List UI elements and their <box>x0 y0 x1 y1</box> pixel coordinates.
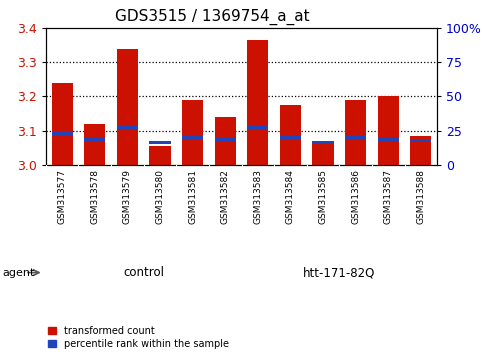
Bar <box>52 83 73 165</box>
Bar <box>313 142 334 165</box>
Bar <box>117 49 138 165</box>
Bar <box>84 124 105 165</box>
Text: GSM313581: GSM313581 <box>188 169 197 224</box>
Text: GSM313583: GSM313583 <box>253 169 262 224</box>
Text: GSM313587: GSM313587 <box>384 169 393 224</box>
Bar <box>410 136 431 165</box>
Bar <box>117 125 138 129</box>
Bar <box>345 135 366 139</box>
Bar <box>182 135 203 139</box>
Text: GDS3515 / 1369754_a_at: GDS3515 / 1369754_a_at <box>115 9 310 25</box>
Bar <box>149 141 170 144</box>
Bar <box>149 146 170 165</box>
Bar <box>214 117 236 165</box>
Text: GSM313586: GSM313586 <box>351 169 360 224</box>
Text: GSM313580: GSM313580 <box>156 169 165 224</box>
Bar <box>313 141 334 144</box>
Text: GSM313577: GSM313577 <box>57 169 67 224</box>
Text: GSM313579: GSM313579 <box>123 169 132 224</box>
Bar <box>52 132 73 136</box>
Bar <box>182 100 203 165</box>
Bar <box>84 137 105 141</box>
Bar <box>410 139 431 142</box>
Bar <box>345 100 366 165</box>
Bar <box>247 125 269 129</box>
Bar <box>247 40 269 165</box>
Text: GSM313582: GSM313582 <box>221 169 230 224</box>
Text: agent: agent <box>2 268 35 278</box>
Text: control: control <box>123 266 164 279</box>
Bar <box>280 135 301 139</box>
Bar <box>378 137 399 141</box>
Bar <box>280 105 301 165</box>
Bar <box>214 137 236 141</box>
Bar <box>378 96 399 165</box>
Text: GSM313584: GSM313584 <box>286 169 295 224</box>
Text: htt-171-82Q: htt-171-82Q <box>303 266 375 279</box>
Legend: transformed count, percentile rank within the sample: transformed count, percentile rank withi… <box>48 326 229 349</box>
Text: GSM313578: GSM313578 <box>90 169 99 224</box>
Text: GSM313588: GSM313588 <box>416 169 426 224</box>
Text: GSM313585: GSM313585 <box>318 169 327 224</box>
